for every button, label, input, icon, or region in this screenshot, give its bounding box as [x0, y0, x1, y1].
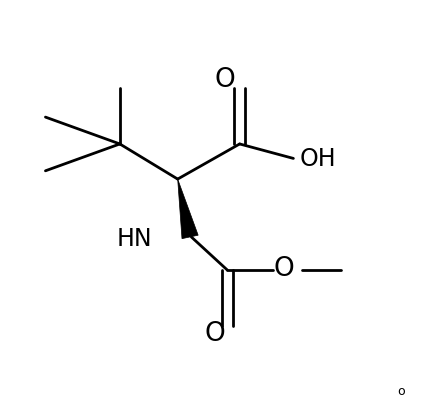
Polygon shape: [178, 179, 198, 239]
Text: HN: HN: [117, 227, 152, 251]
Text: o: o: [397, 385, 405, 399]
Text: OH: OH: [300, 147, 336, 171]
Text: O: O: [215, 67, 236, 93]
Text: O: O: [205, 321, 225, 347]
Text: O: O: [274, 256, 295, 282]
